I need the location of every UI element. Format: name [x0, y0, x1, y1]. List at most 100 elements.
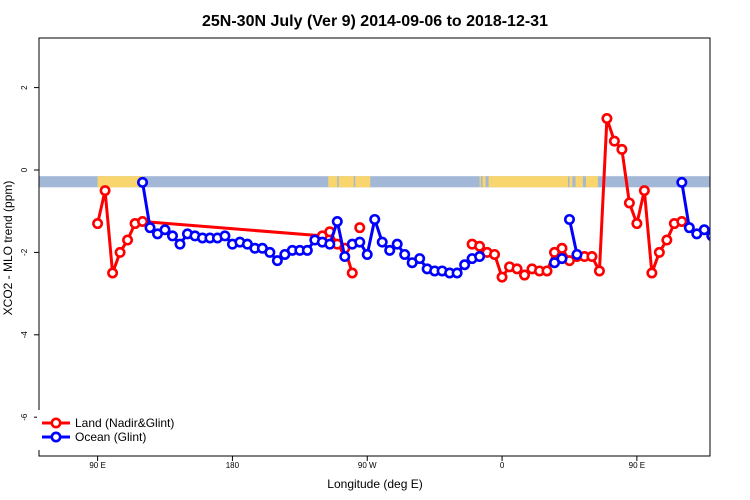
series-land-point: [676, 216, 688, 228]
series-ocean-point: [459, 259, 471, 271]
series-ocean-point: [271, 255, 283, 267]
series-land-point: [474, 240, 486, 252]
series-land-point: [653, 246, 665, 258]
series-land-point: [541, 265, 553, 277]
series-land-point: [608, 135, 620, 147]
series-ocean-point: [474, 251, 486, 263]
series-ocean-point: [339, 251, 351, 263]
series-ocean-point: [676, 176, 688, 188]
series-land-point: [114, 246, 126, 258]
series-ocean-point: [391, 238, 403, 250]
series-land-point: [646, 267, 658, 279]
series-ocean-point: [354, 236, 366, 248]
series-ocean-point: [399, 248, 411, 260]
series-ocean-point: [715, 240, 723, 248]
series-ocean-point: [738, 234, 746, 242]
series-ocean-line: [568, 219, 579, 255]
series-ocean-point: [730, 232, 738, 240]
series-ocean-point: [137, 176, 149, 188]
band-land-segment: [97, 176, 143, 188]
series-ocean-point: [556, 253, 568, 265]
series-ocean-point: [174, 238, 186, 250]
legend-ocean-label: Ocean (Glint): [75, 430, 146, 444]
series-ocean-point: [144, 222, 156, 234]
legend-background: [37, 410, 207, 450]
band-land-segment: [585, 176, 598, 188]
series-land-point: [556, 242, 568, 254]
band-ocean: [39, 176, 710, 188]
series-land-point: [638, 185, 650, 197]
series-ocean-point: [723, 230, 731, 238]
x-tick-label: 90 E: [89, 461, 105, 470]
land-mask-band: [39, 176, 710, 188]
series-ocean-point: [451, 267, 463, 279]
x-tick-label: 90 E: [629, 461, 645, 470]
legend-land-label: Land (Nadir&Glint): [75, 416, 174, 430]
series-ocean-point: [745, 234, 750, 242]
series-land-point: [137, 216, 149, 228]
series-ocean-point: [264, 246, 276, 258]
series-land-point: [107, 267, 119, 279]
series-ocean-point: [571, 248, 583, 260]
series-ocean-point: [331, 216, 343, 228]
series-ocean-point: [683, 222, 695, 234]
series-land-point: [511, 263, 523, 275]
series-land-point: [99, 185, 111, 197]
series-ocean-point: [414, 253, 426, 265]
chart-title: 25N-30N July (Ver 9) 2014-09-06 to 2018-…: [202, 13, 548, 30]
series-land-point: [631, 218, 643, 230]
series-land-point: [661, 234, 673, 246]
series-ocean-point: [384, 244, 396, 256]
series-ocean-point: [369, 213, 381, 225]
series-land-point: [616, 143, 628, 155]
y-tick-label: 0: [20, 167, 29, 172]
legend-ocean-marker: [50, 431, 62, 443]
series-ocean: [137, 176, 750, 279]
series-land-point: [354, 222, 366, 234]
x-axis-label: Longitude (deg E): [327, 477, 422, 491]
series-ocean-point: [706, 230, 710, 242]
x-tick-label: 0: [500, 461, 505, 470]
series-land: [92, 113, 688, 283]
series-ocean-point: [563, 213, 575, 225]
band-land-segment: [479, 176, 481, 188]
legend-land-marker: [50, 417, 62, 429]
y-axis-label: XCO2 - MLO trend (ppm): [1, 181, 15, 316]
y-tick-label: -6: [20, 413, 29, 421]
series-land-point: [346, 267, 358, 279]
series-ocean-point: [167, 230, 179, 242]
x-tick-label: 180: [226, 461, 240, 470]
band-land-segment: [482, 176, 486, 188]
series-layer: [92, 113, 750, 283]
band-land-segment: [355, 176, 371, 188]
y-axis: 2 0 -2 -4 -6: [20, 85, 39, 421]
series-ocean-point: [324, 238, 336, 250]
band-land-segment: [569, 176, 573, 188]
series-land-point: [489, 248, 501, 260]
series-land-point: [623, 197, 635, 209]
series-land-point: [122, 234, 134, 246]
series-land-point: [92, 218, 104, 230]
series-ocean-point: [361, 248, 373, 260]
band-land-segment: [488, 176, 568, 188]
series-land-point: [593, 265, 605, 277]
band-land-segment: [575, 176, 583, 188]
x-tick-label: 90 W: [358, 461, 377, 470]
series-ocean-point: [159, 224, 171, 236]
plot-frame: [38, 37, 711, 457]
band-land-segment: [338, 176, 354, 188]
series-ocean-line: [141, 182, 347, 263]
series-land-point: [519, 269, 531, 281]
series-ocean-point: [301, 244, 313, 256]
series-land-point: [601, 113, 613, 125]
y-tick-label: -2: [20, 248, 29, 256]
series-land-point: [496, 271, 508, 283]
y-tick-label: 2: [20, 85, 29, 90]
series-ocean-point: [219, 230, 231, 242]
legend: Land (Nadir&Glint) Ocean (Glint): [37, 410, 207, 450]
series-ocean-point: [698, 224, 710, 236]
y-tick-label: -4: [20, 331, 29, 339]
series-land-point: [586, 251, 598, 263]
